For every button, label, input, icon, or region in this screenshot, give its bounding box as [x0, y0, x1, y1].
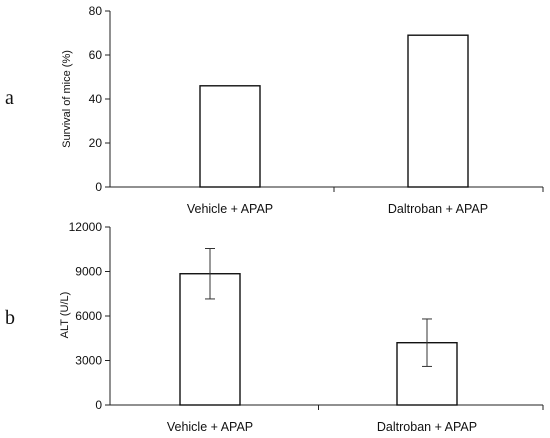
y-tick-label-b: 9000: [75, 265, 102, 279]
y-axis-title-b: ALT (U/L): [59, 292, 71, 339]
x-category-label-b: Vehicle + APAP: [167, 420, 253, 434]
bar-a-0: [199, 85, 261, 188]
x-category-label-b: Daltroban + APAP: [377, 420, 477, 434]
y-axis-title-a: Survival of mice (%): [61, 50, 73, 148]
y-tick-label-a: 80: [89, 4, 103, 18]
y-tick-label-a: 40: [89, 92, 103, 106]
plot-area-b: 0 3000 6000 9000 12000 Vehicle + APAP Daltroba…: [69, 220, 544, 434]
panel-label-a: a: [5, 87, 14, 109]
y-tick-label-b: 3000: [75, 354, 102, 368]
y-tick-label-b: 0: [95, 398, 102, 412]
plot-area-a: 0 20 40 60 80 Vehicle + APAP Daltroban + APAP: [89, 4, 544, 216]
panel-label-b: b: [5, 307, 15, 329]
bar-a-1: [407, 34, 469, 188]
chart-panel-b: b ALT (U/L) 0 3000 6000 9000 12000 Vehicle + …: [5, 220, 544, 434]
y-tick-label-b: 12000: [69, 220, 103, 234]
x-category-label-a: Vehicle + APAP: [187, 202, 273, 216]
y-tick-label-a: 60: [89, 48, 103, 62]
y-tick-label-b: 6000: [75, 309, 102, 323]
y-tick-label-a: 20: [89, 136, 103, 150]
y-tick-label-a: 0: [95, 180, 102, 194]
x-category-label-a: Daltroban + APAP: [388, 202, 488, 216]
chart-panel-a: a Survival of mice (%) 0 20 40 60 80 Vehicle …: [5, 4, 544, 216]
